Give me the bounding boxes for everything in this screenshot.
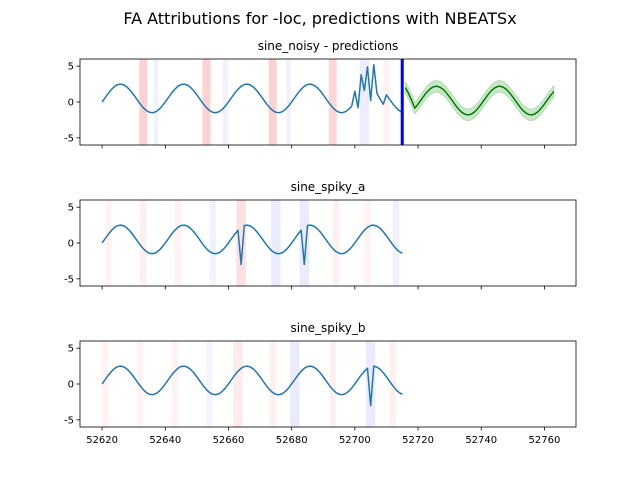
y-tick-label: 5 bbox=[68, 203, 74, 214]
y-tick-label: -5 bbox=[64, 133, 74, 144]
attribution-band bbox=[222, 59, 228, 145]
attribution-band bbox=[286, 59, 291, 145]
plot-area bbox=[101, 59, 555, 145]
attribution-band bbox=[365, 341, 376, 427]
plot-area bbox=[101, 341, 403, 427]
attribution-band bbox=[392, 200, 400, 286]
attribution-band bbox=[102, 341, 109, 427]
plot-area bbox=[101, 200, 403, 286]
x-tick-label: 52740 bbox=[465, 435, 497, 446]
subplots: sine_noisy - predictions50-5sine_spiky_a… bbox=[64, 39, 577, 446]
series-line bbox=[101, 224, 403, 266]
x-tick-label: 52660 bbox=[213, 435, 245, 446]
subplot-title: sine_noisy - predictions bbox=[258, 39, 399, 53]
subplot-title: sine_spiky_a bbox=[291, 180, 366, 194]
attribution-band bbox=[209, 200, 216, 286]
attribution-band bbox=[174, 200, 182, 286]
figure-title: FA Attributions for -loc, predictions wi… bbox=[123, 9, 516, 28]
y-tick-label: -5 bbox=[64, 274, 74, 285]
y-tick-label: 0 bbox=[68, 98, 74, 109]
attribution-band bbox=[328, 59, 337, 145]
x-tick-label: 52620 bbox=[86, 435, 118, 446]
attribution-band bbox=[299, 200, 310, 286]
y-tick-label: 0 bbox=[68, 239, 74, 250]
attribution-band bbox=[206, 341, 213, 427]
prediction-line bbox=[404, 85, 555, 116]
attribution-band bbox=[389, 341, 396, 427]
x-tick-label: 52680 bbox=[276, 435, 308, 446]
attribution-band bbox=[139, 59, 148, 145]
y-tick-label: 0 bbox=[68, 380, 74, 391]
subplot-title: sine_spiky_b bbox=[290, 321, 365, 335]
attribution-band bbox=[329, 341, 336, 427]
subplot-2: sine_spiky_a 5 0 -5 bbox=[64, 180, 577, 290]
attribution-band bbox=[171, 341, 178, 427]
x-tick-label: 52700 bbox=[339, 435, 371, 446]
x-tick-label: 52760 bbox=[529, 435, 561, 446]
attribution-band bbox=[364, 200, 371, 286]
y-tick-label: -5 bbox=[64, 415, 74, 426]
prediction-interval-band bbox=[405, 80, 555, 122]
x-tick-label: 52640 bbox=[149, 435, 181, 446]
y-tick-label: 5 bbox=[68, 62, 74, 73]
x-tick-label: 52720 bbox=[402, 435, 434, 446]
attribution-band bbox=[153, 59, 159, 145]
attribution-band bbox=[202, 59, 211, 145]
series-line bbox=[101, 63, 403, 114]
subplot-1: sine_noisy - predictions 5 0 -5 bbox=[64, 39, 577, 149]
attribution-band bbox=[271, 200, 281, 286]
subplot-3: sine_spiky_b 5 0 -5 52620 52640 52660 52680 5270… bbox=[64, 321, 577, 446]
attribution-band bbox=[359, 59, 370, 145]
attribution-band bbox=[236, 200, 246, 286]
attribution-band bbox=[383, 59, 390, 145]
attribution-band bbox=[269, 341, 276, 427]
series-line bbox=[101, 365, 403, 407]
attribution-band bbox=[268, 59, 277, 145]
attribution-band bbox=[290, 341, 300, 427]
attribution-band bbox=[233, 341, 243, 427]
attribution-band bbox=[332, 200, 340, 286]
attribution-band bbox=[105, 200, 112, 286]
attribution-band bbox=[140, 200, 147, 286]
y-tick-label: 5 bbox=[68, 344, 74, 355]
attribution-band bbox=[136, 341, 144, 427]
